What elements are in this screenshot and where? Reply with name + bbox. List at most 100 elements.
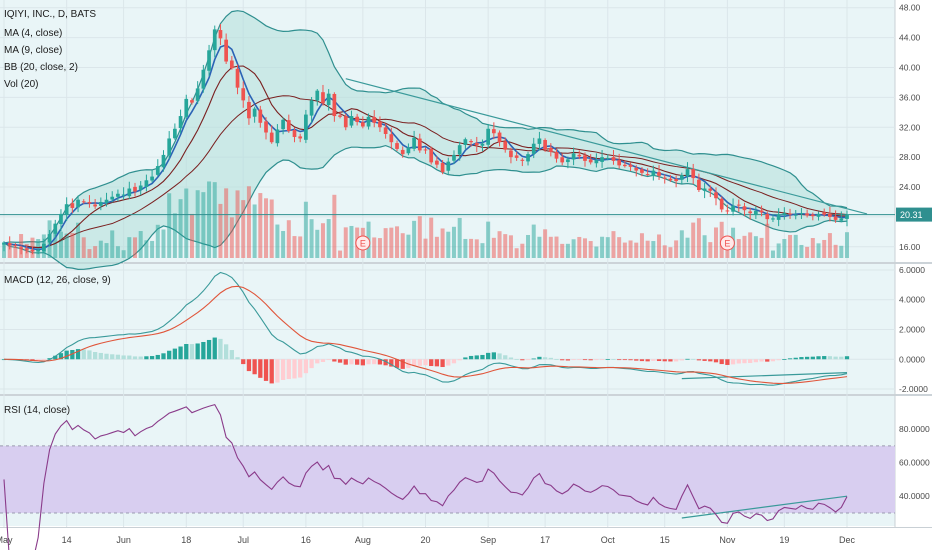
volume-bar [332,194,337,258]
candle-body [155,166,160,175]
macd-histogram-bar [713,359,719,363]
price-axis[interactable] [895,0,932,528]
candle-body [417,138,422,151]
candle-body [224,39,228,62]
earnings-marker[interactable] [355,235,371,251]
macd-histogram-bar [491,352,496,360]
candle-body [332,93,337,117]
volume-bar [150,240,155,258]
macd-histogram-bar [87,350,92,360]
volume-bar [127,237,132,258]
macd-histogram-bar [189,344,195,360]
volume-bar [264,198,269,258]
candle-body [2,243,6,245]
candle-body [70,203,75,208]
volume-bar [833,244,838,258]
legend-bb[interactable]: BB (20, close, 2) [4,62,78,73]
macd-histogram-bar [548,357,553,360]
bollinger-upper [3,10,848,244]
volume-bar [178,199,183,258]
candle-body [571,153,576,160]
macd-histogram-bar [275,359,280,383]
volume-bar [235,190,240,258]
volume-bar [702,235,707,258]
macd-histogram-bar [434,359,440,367]
legend-ma9[interactable]: MA (9, close) [4,45,62,56]
volume-bar [70,233,75,258]
candle-body [264,121,268,133]
volume-bar [58,231,63,258]
candle-body [685,169,690,177]
macd-histogram-bar [423,359,428,366]
macd-histogram-bar [451,359,457,364]
macd-histogram-bar [696,359,702,361]
macd-histogram-bar [115,354,121,360]
macd-histogram-bar [571,359,576,361]
volume-bar [87,249,92,258]
price-tick-label: 48.00 [899,3,921,13]
earnings-marker[interactable] [719,235,735,251]
volume-bar [736,239,741,258]
candle-body [474,142,479,146]
time-tick-label: 19 [779,535,789,545]
macd-histogram-bar [224,344,229,360]
macd-histogram-bar [685,358,690,360]
volume-bar [201,192,206,258]
volume-bar [605,237,610,258]
volume-bar [406,234,411,258]
time-tick-label: Aug [355,535,371,545]
legend-symbol[interactable]: IQIYI, INC., D, BATS [4,9,96,20]
candle-body [617,160,622,166]
candle-body [640,169,644,173]
macd-histogram-bar [315,359,320,364]
candle-body [810,214,815,217]
volume-bar [286,220,291,258]
candle-body [121,194,126,196]
time-axis[interactable] [0,528,932,550]
macd-histogram-bar [320,359,326,362]
candle-body [486,128,491,145]
macd-histogram-bar [525,359,531,361]
macd-histogram-bar [776,359,781,361]
volume-bar [269,199,274,258]
candle-body [776,214,781,220]
legend-macd[interactable]: MACD (12, 26, close, 9) [4,275,111,286]
volume-bar [246,186,251,258]
candle-body [241,88,246,101]
volume-bar [417,216,422,258]
macd-histogram-bar [759,359,764,362]
macd-histogram-bar [463,357,468,360]
macd-histogram-bar [816,356,821,360]
candle-body [480,143,485,146]
candle-body [548,147,553,152]
candle-body [588,159,593,163]
volume-bar [845,232,849,258]
candle-body [98,201,103,206]
macd-tick-label: 6.0000 [899,265,925,275]
volume-bar [463,238,468,258]
candle-body [315,90,320,101]
candle-body [628,164,633,167]
volume-bar [229,217,234,258]
candle-body [406,147,411,154]
price-trendline [345,78,868,215]
macd-series [1,271,850,386]
macd-histogram-bar [799,357,804,360]
volume-bar [76,222,81,258]
price-tick-label: 40.00 [899,63,921,73]
candle-body [543,140,547,150]
macd-histogram-bar [161,353,166,360]
legend-rsi[interactable]: RSI (14, close) [4,405,70,416]
macd-histogram-bar [440,359,445,368]
macd-histogram-bar [75,349,81,360]
macd-histogram-bar [417,359,422,366]
macd-histogram-bar [104,353,109,360]
volume-bar [628,240,633,258]
candle-body [298,136,303,139]
legend-ma4[interactable]: MA (4, close) [4,28,62,39]
last-price-marker: 20.31 [896,207,932,222]
legend-vol[interactable]: Vol (20) [4,79,38,90]
macd-histogram-bar [64,350,69,360]
